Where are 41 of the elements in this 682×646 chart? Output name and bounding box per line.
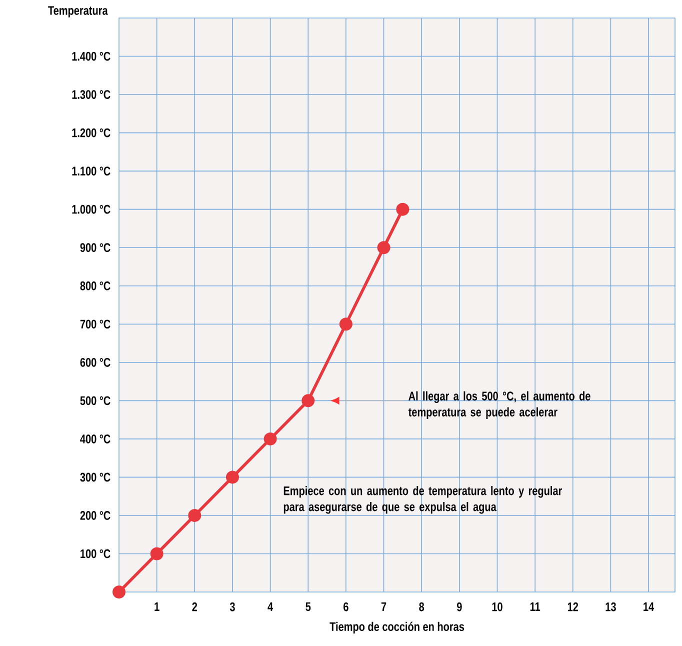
- y-tick-label: 300 °C: [80, 472, 110, 482]
- point: [339, 318, 352, 331]
- x-tick-label: 13: [606, 602, 616, 612]
- x-tick-label: 6: [344, 602, 348, 612]
- x-tick-label: 14: [644, 602, 654, 611]
- y-tick-label: 1.200 °C: [72, 128, 110, 138]
- y-tick-label: 1.300 °C: [72, 90, 110, 99]
- y-tick-label: 100 °C: [80, 549, 110, 558]
- y-tick-label: 500 °C: [80, 396, 110, 406]
- y-axis-title: Temperatura: [48, 6, 108, 18]
- point: [226, 470, 239, 484]
- x-tick-label: 12: [568, 602, 578, 612]
- x-tick-label: 11: [530, 602, 540, 611]
- y-tick-label: 200 °C: [80, 511, 110, 520]
- x-tick-label: 4: [268, 602, 274, 611]
- y-tick-label: 600 °C: [80, 358, 110, 367]
- y-tick-label: 1.400 °C: [72, 52, 110, 61]
- annotation: Al llegar a los 500 °C, el aumento de temperatura se puede acelerar: [408, 391, 590, 419]
- y-tick-label: 700 °C: [80, 320, 110, 329]
- x-tick-label: 1: [154, 602, 160, 611]
- x-tick-label: 5: [306, 602, 311, 612]
- y-tick-label: 800 °C: [80, 281, 110, 290]
- annotation: Empiece con un aumento de temperatura lento y regular para asegurarse de que se expulsa el agua: [284, 486, 562, 514]
- x-tick-label: 2: [192, 602, 198, 612]
- point: [188, 508, 202, 522]
- y-tick-label: 400 °C: [80, 434, 110, 444]
- x-tick-label: 3: [230, 602, 235, 612]
- y-tick-label: 1.100 °C: [72, 166, 110, 176]
- point: [264, 432, 277, 446]
- x-tick-label: 7: [381, 602, 386, 611]
- y-tick-label: 900 °C: [80, 243, 110, 252]
- point: [396, 202, 410, 216]
- x-tick-label: 10: [492, 602, 502, 612]
- y-tick-label: 1.000 °C: [72, 204, 110, 214]
- point: [377, 241, 390, 254]
- x-tick-label: 9: [456, 602, 462, 612]
- x-axis-title: Tiempo de cocción en horas: [330, 622, 464, 634]
- point: [112, 586, 126, 598]
- point: [150, 547, 164, 560]
- x-tick-label: 8: [419, 602, 424, 612]
- point: [302, 394, 315, 408]
